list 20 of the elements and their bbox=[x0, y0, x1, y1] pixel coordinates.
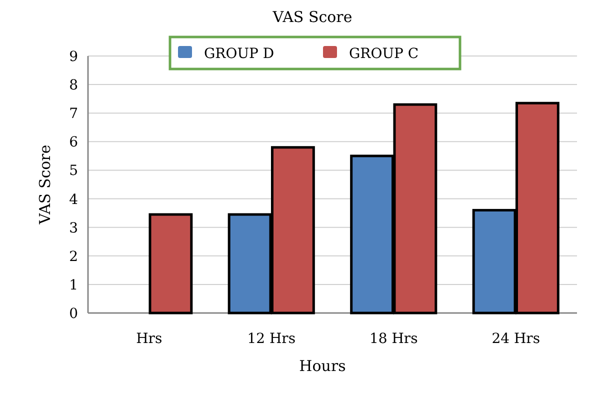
x-tick-label: Hrs bbox=[136, 331, 162, 347]
x-tick-label: 12 Hrs bbox=[247, 331, 296, 347]
chart-title: VAS Score bbox=[272, 8, 352, 26]
y-tick-label: 2 bbox=[69, 248, 78, 265]
y-tick-label: 0 bbox=[69, 306, 78, 322]
y-tick-label: 3 bbox=[69, 220, 78, 236]
y-tick-label: 4 bbox=[69, 192, 78, 208]
legend-label: GROUP C bbox=[349, 46, 419, 62]
y-tick-label: 8 bbox=[69, 78, 78, 94]
y-axis-title: VAS Score bbox=[36, 144, 54, 226]
legend-label: GROUP D bbox=[204, 46, 274, 62]
y-tick-label: 6 bbox=[69, 134, 78, 151]
x-tick-label: 24 Hrs bbox=[492, 331, 540, 347]
y-tick-label: 5 bbox=[69, 163, 78, 180]
x-tick-label: 18 Hrs bbox=[369, 331, 418, 347]
bar bbox=[148, 213, 193, 314]
y-tick-label: 7 bbox=[69, 106, 78, 122]
x-axis-title: Hours bbox=[299, 357, 346, 375]
y-tick-label: 9 bbox=[69, 49, 78, 65]
y-tick-label: 1 bbox=[69, 277, 78, 294]
